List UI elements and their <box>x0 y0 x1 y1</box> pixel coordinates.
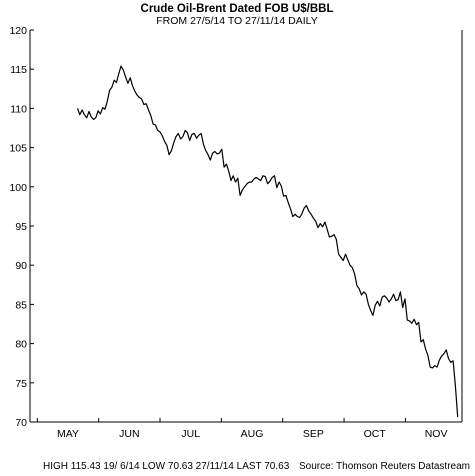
y-tick-label: 75 <box>15 378 27 390</box>
x-tick-label: JUL <box>181 428 200 440</box>
chart-title: Crude Oil-Brent Dated FOB U$/BBL <box>141 3 334 15</box>
y-tick-label: 70 <box>15 417 27 429</box>
axes: 120 115 110 105 100 95 90 85 80 75 70 MAY JUN JUL AUG S… <box>9 25 463 440</box>
x-tick-label: OCT <box>364 428 387 440</box>
x-tick-label: MAY <box>57 428 79 440</box>
y-tick-label: 100 <box>9 182 27 194</box>
y-tick-label: 85 <box>15 299 27 311</box>
y-tick-label: 115 <box>10 64 27 76</box>
y-tick-label: 90 <box>15 260 27 272</box>
series-line <box>76 65 459 418</box>
y-tick-label: 110 <box>10 103 27 115</box>
x-tick-label: AUG <box>241 428 264 440</box>
x-tick-label: SEP <box>303 428 324 440</box>
y-tick-label: 80 <box>15 339 27 351</box>
footer-stats: HIGH 115.43 19/ 6/14 LOW 70.63 27/11/14 … <box>43 461 290 472</box>
x-tick-label: NOV <box>425 428 448 440</box>
chart-subtitle: FROM 27/5/14 TO 27/11/14 DAILY <box>156 15 317 27</box>
plot-area <box>76 65 459 418</box>
footer-source: Source: Thomson Reuters Datastream <box>299 461 470 472</box>
y-tick-label: 120 <box>9 25 27 37</box>
x-tick-label: JUN <box>119 428 139 440</box>
y-tick-label: 105 <box>9 143 27 155</box>
y-tick-label: 95 <box>15 221 27 233</box>
